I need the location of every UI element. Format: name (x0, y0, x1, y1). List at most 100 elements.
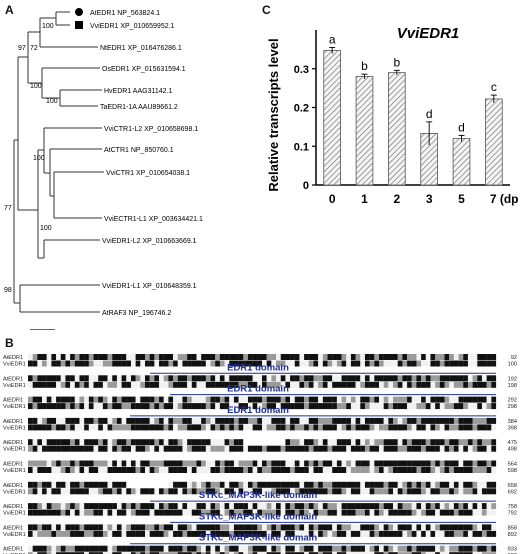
sequence-name: AtEDR1 (3, 419, 23, 425)
sequence-residues (28, 403, 497, 410)
x-tick-label: 3 (426, 192, 433, 206)
sequence-residues (28, 481, 497, 488)
alignment-block: EDR1 domain AtEDR1 192 VviEDR1 198 (3, 362, 517, 389)
panel-label-b: B (5, 336, 14, 350)
domain-label: STKc_MAP3K-like domain (199, 490, 317, 501)
sequence-name: AtEDR1 (3, 376, 23, 382)
sequence-residues (28, 375, 497, 382)
sequence-residues (28, 424, 497, 431)
circle-marker-icon (75, 8, 83, 16)
sequence-residues (28, 460, 497, 467)
sequence-position: 292 (508, 398, 517, 404)
taxon-label: NtEDR1 XP_016476286.1 (100, 45, 182, 52)
sequence-position: 933 (508, 547, 517, 553)
domain-label: STKc_MAP3K-like domain (199, 511, 317, 522)
sequence-residues (28, 552, 497, 554)
sequence-residues (28, 417, 497, 424)
sequence-name: VviEDR1 (3, 425, 26, 431)
tree-branches (13, 11, 104, 330)
bar (323, 50, 341, 186)
alignment-block: STKc_MAP3K-like domain AtEDR1 758 VviEDR1 79… (3, 490, 517, 516)
significance-letter: d (426, 107, 433, 121)
sequence-residues (28, 524, 497, 531)
sequence-residues (28, 530, 497, 537)
significance-letter: a (329, 32, 336, 46)
sequence-position: 658 (508, 483, 517, 489)
sequence-name: AtEDR1 (3, 398, 23, 404)
domain-label: EDR1 domain (227, 384, 289, 395)
bootstrap-value: 97 (18, 45, 26, 52)
x-tick-label: 2 (393, 192, 400, 206)
sequence-name: AtEDR1 (3, 462, 23, 468)
chart-title: VviEDR1 (397, 25, 460, 42)
sequence-position: 398 (508, 425, 517, 431)
alignment-block: AtEDR1 564 VviEDR1 598 (3, 460, 517, 474)
sequence-name: AtEDR1 (3, 355, 23, 361)
alignment-block: AtEDR1 92 VviEDR1 100 (3, 354, 517, 368)
bootstrap-value: 100 (33, 155, 45, 162)
sequence-name: AtEDR1 (3, 504, 23, 510)
y-tick-label: 0 (303, 180, 309, 192)
phylogenetic-tree: AtEDR1 NP_563824.1 VviEDR1 XP_010659952.… (4, 8, 203, 330)
sequence-name: AtEDR1 (3, 547, 23, 553)
significance-letter: b (361, 59, 368, 73)
bar (485, 98, 503, 186)
sequence-position: 498 (508, 447, 517, 453)
sequence-position: 692 (508, 489, 517, 495)
taxon-label: VviCTR1 XP_010654038.1 (106, 170, 190, 177)
sequence-position: 892 (508, 532, 517, 538)
bootstrap-value: 77 (4, 205, 12, 212)
alignment-block: AtEDR1 475 VviEDR1 498 (3, 439, 517, 453)
taxon-label: AtEDR1 NP_563824.1 (90, 10, 160, 17)
panel-label-a: A (5, 3, 14, 17)
alignment-block: AtEDR1 658 VviEDR1 692 (3, 481, 517, 495)
taxon-label: VviCTR1-L2 XP_010658698.1 (104, 126, 198, 133)
y-tick-label: 0.2 (294, 103, 309, 115)
bootstrap-value: 100 (30, 83, 42, 90)
bootstrap-value: 98 (4, 287, 12, 294)
domain-label: STKc_MAP3K-like domain (199, 533, 317, 544)
sequence-residues (28, 360, 497, 367)
sequence-name: VviEDR1 (3, 404, 26, 410)
bar (388, 72, 406, 186)
sequence-position: 298 (508, 404, 517, 410)
taxon-labels: AtEDR1 NP_563824.1 VviEDR1 XP_010659952.… (90, 10, 203, 317)
alignment-block: STKc_MAP3K-like domainAtEDR1933VviEDR198… (3, 533, 517, 554)
sequence-residues (28, 545, 497, 552)
taxon-label: VviEDR1-L1 XP_010648359.1 (102, 283, 197, 290)
x-tick-label: 1 (361, 192, 368, 206)
taxon-label: TaEDR1-1A AAU89661.2 (100, 104, 178, 111)
x-tick-label: 7 (dpi) (490, 192, 518, 206)
sequence-residues (28, 439, 497, 446)
bootstrap-value: 72 (30, 45, 38, 52)
sequence-position: 92 (511, 355, 517, 361)
sequence-residues (28, 509, 497, 516)
sequence-name: VviEDR1 (3, 489, 26, 495)
alignment-block: EDR1 domain AtEDR1 384 VviEDR1 398 (3, 405, 517, 432)
sequence-residues (28, 467, 497, 473)
sequence-position: 475 (508, 440, 517, 446)
taxon-label: OsEDR1 XP_015631594.1 (102, 66, 186, 73)
alignment-block: STKc_MAP3K-like domain AtEDR1 858 VviEDR1 89… (3, 511, 517, 538)
bar (355, 76, 374, 186)
sequence-position: 858 (508, 525, 517, 531)
bootstrap-value: 100 (40, 225, 52, 232)
taxon-label: AtRAF3 NP_196746.2 (102, 310, 171, 317)
sequence-name: VviEDR1 (3, 362, 26, 368)
domain-label: EDR1 domain (227, 362, 289, 373)
sequence-name: AtEDR1 (3, 440, 23, 446)
x-tick-label: 5 (458, 192, 465, 206)
sequence-position: 758 (508, 504, 517, 510)
sequence-residues (28, 381, 497, 388)
x-tick-label: 0 (329, 192, 336, 206)
sequence-residues (28, 445, 497, 452)
sequence-residues (28, 503, 497, 510)
sequence-name: VviEDR1 (3, 532, 26, 538)
square-marker-icon (75, 21, 83, 29)
y-tick-label: 0.1 (294, 141, 309, 153)
sequence-name: VviEDR1 (3, 383, 26, 389)
significance-letter: c (491, 80, 497, 94)
bar (452, 138, 471, 186)
alignment-block: EDR1 domain AtEDR1 292 VviEDR1 298 (3, 384, 517, 411)
chart-bars: a 0 b 1 b 2 d 3 d 5 c 7 (dpi) (323, 32, 518, 206)
